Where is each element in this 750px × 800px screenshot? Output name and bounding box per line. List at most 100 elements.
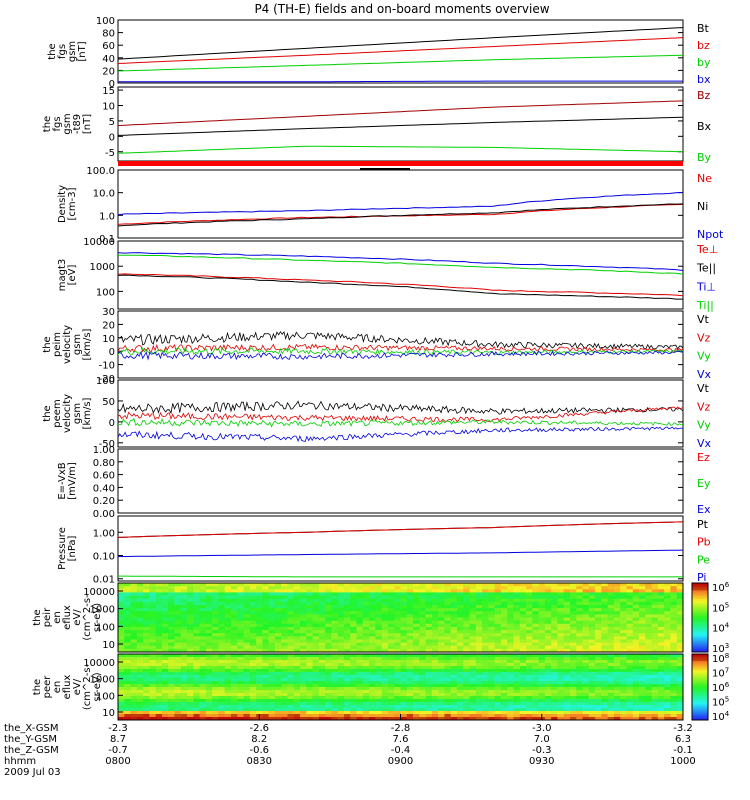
spectrogram-cell	[325, 660, 332, 664]
spectrogram-cell	[532, 717, 540, 721]
spectrogram-cell	[136, 708, 144, 712]
spectrogram-cell	[231, 598, 238, 603]
spectrogram-cell	[544, 687, 552, 691]
colorbar-cell	[692, 596, 708, 600]
spectrogram-cell	[500, 617, 508, 622]
spectrogram-cell	[300, 696, 307, 700]
spectrogram-cell	[193, 645, 201, 650]
spectrogram-cell	[406, 648, 414, 653]
spectrogram-cell	[199, 586, 207, 590]
spectrogram-cell	[249, 589, 257, 593]
spectrogram-cell	[532, 696, 540, 700]
spectrogram-cell	[143, 681, 150, 685]
spectrogram-cell	[199, 598, 207, 603]
spectrogram-cell	[576, 617, 584, 622]
spectrogram-cell	[168, 626, 175, 631]
spectrogram-cell	[381, 617, 389, 622]
spectrogram-cell	[613, 598, 621, 603]
spectrogram-cell	[318, 681, 326, 685]
spectrogram-cell	[494, 696, 502, 700]
spectrogram-cell	[425, 669, 433, 673]
spectrogram-cell	[300, 693, 307, 697]
spectrogram-cell	[143, 626, 150, 631]
spectrogram-cell	[557, 717, 565, 721]
spectrogram-cell	[438, 645, 445, 650]
spectrogram-cell	[180, 645, 188, 650]
spectrogram-cell	[300, 699, 307, 703]
spectrogram-cell	[124, 705, 132, 709]
spectrogram-cell	[632, 614, 640, 618]
spectrogram-cell	[620, 642, 627, 647]
spectrogram-cell	[350, 592, 358, 597]
spectrogram-cell	[419, 633, 427, 637]
spectrogram-cell	[676, 657, 684, 661]
spectrogram-cell	[375, 693, 383, 697]
spectrogram-cell	[570, 660, 577, 664]
spectrogram-cell	[243, 583, 251, 587]
spectrogram-cell	[344, 614, 351, 618]
spectrogram-cell	[645, 636, 653, 640]
spectrogram-cell	[601, 592, 609, 597]
spectrogram-cell	[482, 702, 489, 706]
spectrogram-cell	[205, 702, 213, 706]
spectrogram-cell	[381, 595, 389, 600]
spectrogram-cell	[626, 690, 634, 694]
spectrogram-cell	[626, 678, 634, 682]
spectrogram-cell	[544, 696, 552, 700]
spectrogram-cell	[651, 681, 659, 685]
spectrogram-cell	[632, 705, 640, 709]
spectrogram-cell	[657, 708, 665, 712]
y-tick-label: 0.80	[93, 458, 115, 469]
spectrogram-cell	[306, 633, 314, 637]
spectrogram-cell	[613, 648, 621, 653]
spectrogram-cell	[425, 681, 433, 685]
spectrogram-cell	[344, 633, 351, 637]
spectrogram-cell	[293, 666, 301, 670]
spectrogram-cell	[350, 608, 358, 612]
spectrogram-cell	[651, 608, 659, 612]
spectrogram-cell	[664, 669, 671, 673]
spectrogram-cell	[500, 690, 508, 694]
spectrogram-cell	[130, 666, 138, 670]
spectrogram-cell	[281, 684, 288, 688]
spectrogram-cell	[513, 608, 521, 612]
spectrogram-cell	[557, 611, 565, 615]
spectrogram-cell	[613, 589, 621, 593]
legend-Ni: Ni	[697, 200, 708, 213]
spectrogram-cell	[463, 608, 471, 612]
spectrogram-cell	[118, 702, 125, 706]
spectrogram-cell	[287, 633, 295, 637]
spectrogram-cell	[607, 620, 615, 625]
spectrogram-cell	[463, 633, 471, 637]
spectrogram-cell	[268, 648, 276, 653]
spectrogram-cell	[218, 699, 226, 703]
spectrogram-cell	[312, 626, 320, 631]
spectrogram-cell	[582, 657, 590, 661]
spectrogram-cell	[482, 617, 489, 622]
spectrogram-cell	[155, 690, 163, 694]
spectrogram-cell	[570, 592, 577, 597]
spectrogram-cell	[494, 604, 502, 609]
spectrogram-cell	[136, 675, 144, 679]
spectrogram-cell	[268, 611, 276, 615]
spectrogram-cell	[438, 696, 445, 700]
spectrogram-cell	[626, 617, 634, 622]
spectrogram-cell	[469, 598, 477, 603]
spectrogram-cell	[268, 711, 276, 715]
spectrogram-cell	[149, 617, 157, 622]
colorbar-cell	[692, 645, 708, 648]
colorbar-cell	[692, 639, 708, 643]
colorbar-cell	[692, 624, 708, 627]
spectrogram-cell	[475, 678, 483, 682]
spectrogram-cell	[613, 611, 621, 615]
spectrogram-cell	[224, 714, 232, 718]
spectrogram-cell	[570, 711, 577, 715]
spectrogram-cell	[526, 654, 533, 658]
spectrogram-cell	[494, 660, 502, 664]
spectrogram-cell	[362, 617, 370, 622]
spectrogram-cell	[657, 657, 665, 661]
spectrogram-cell	[570, 699, 577, 703]
spectrogram-cell	[444, 654, 452, 658]
spectrogram-cell	[136, 699, 144, 703]
spectrogram-cell	[645, 684, 653, 688]
